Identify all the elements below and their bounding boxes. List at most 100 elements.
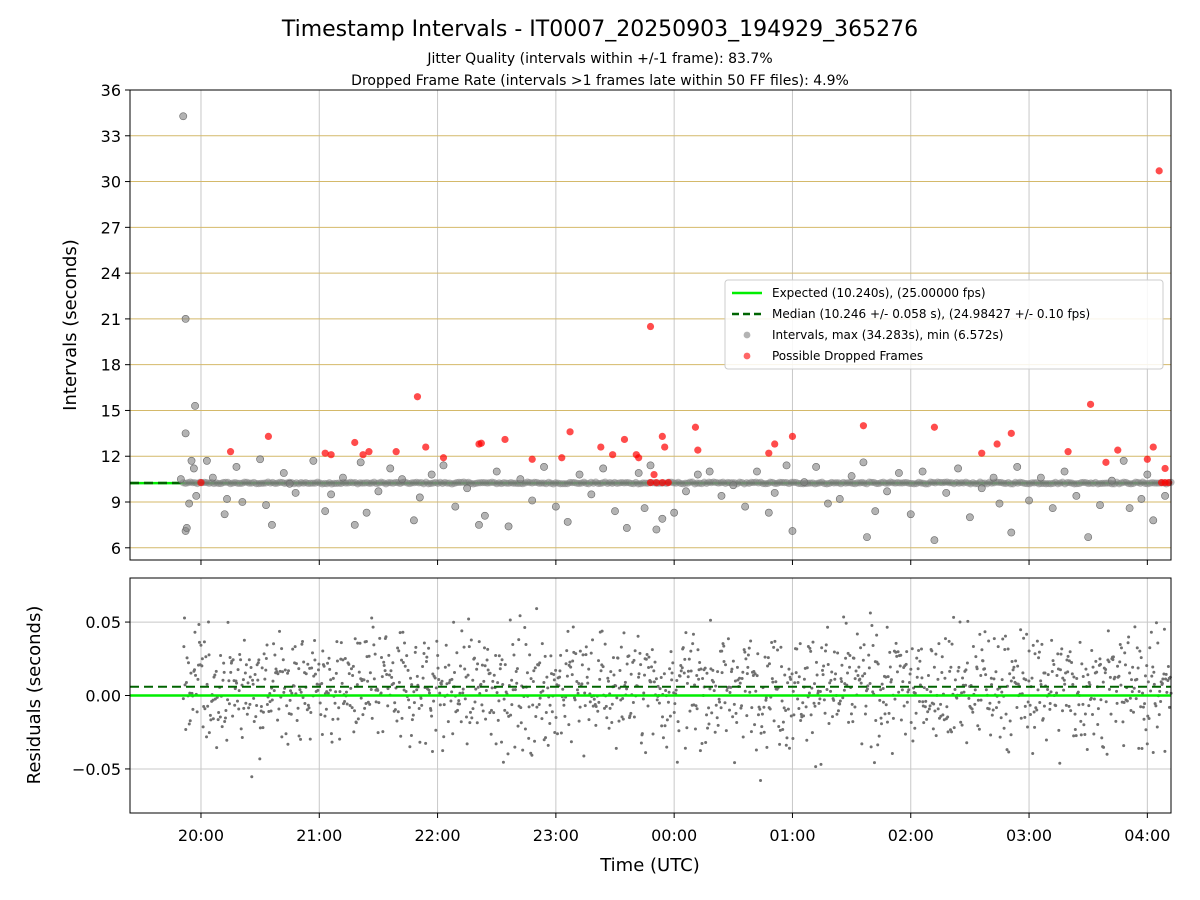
residual-point — [677, 729, 681, 733]
residual-point — [331, 717, 335, 721]
residual-point — [1060, 647, 1064, 651]
residual-point — [867, 666, 871, 670]
residual-point — [431, 672, 435, 676]
residual-point — [330, 740, 334, 744]
residual-point — [185, 656, 189, 660]
residual-point — [970, 707, 974, 711]
residual-point — [952, 726, 956, 730]
residual-point — [1028, 713, 1032, 717]
residual-point — [1084, 667, 1088, 671]
residual-point — [741, 735, 745, 739]
residual-point — [476, 685, 480, 689]
residual-point — [621, 697, 625, 701]
residual-point — [265, 643, 269, 647]
residual-point — [476, 662, 480, 666]
residual-point — [280, 735, 284, 739]
dropped-frame-point — [993, 440, 1001, 448]
dropped-frame-point — [1064, 448, 1072, 456]
residual-point — [202, 640, 206, 644]
dropped-frame-point — [1086, 400, 1095, 408]
residual-point — [1142, 717, 1146, 721]
residual-point — [486, 668, 490, 672]
residual-point — [1082, 723, 1086, 727]
residual-point — [799, 719, 803, 723]
residual-point — [334, 671, 338, 675]
residual-point — [1055, 673, 1059, 677]
residual-point — [1024, 678, 1028, 682]
residual-point — [718, 700, 722, 704]
residual-point — [772, 719, 776, 723]
residual-point — [216, 718, 220, 722]
residual-point — [1129, 709, 1133, 713]
residual-point — [990, 713, 994, 717]
residual-point — [717, 697, 721, 701]
residual-point — [410, 683, 414, 687]
dropped-frame-point — [1114, 446, 1122, 454]
residual-point — [304, 672, 308, 676]
residual-point — [313, 672, 317, 676]
residual-point — [316, 668, 320, 672]
residual-point — [958, 620, 962, 624]
residual-point — [1157, 713, 1161, 717]
residual-point — [202, 705, 206, 709]
residual-point — [395, 719, 399, 723]
residual-point — [766, 656, 770, 660]
residual-point — [662, 672, 666, 676]
residual-point — [1166, 664, 1170, 668]
residual-point — [337, 706, 341, 710]
interval-point — [824, 499, 832, 508]
residual-point — [1118, 642, 1122, 646]
residual-point — [489, 708, 493, 712]
residual-point — [256, 678, 260, 682]
residual-point — [542, 681, 546, 685]
residual-point — [934, 652, 938, 656]
residual-point — [440, 679, 444, 683]
residual-point — [285, 704, 289, 708]
residual-point — [638, 651, 642, 655]
residual-point — [875, 633, 879, 637]
residual-point — [625, 687, 629, 691]
residual-point — [1163, 749, 1167, 753]
residual-point — [797, 707, 801, 711]
residual-point — [1111, 655, 1115, 659]
residual-point — [1038, 701, 1042, 705]
interval-point — [1060, 467, 1069, 476]
residual-point — [244, 701, 248, 705]
residual-point — [567, 723, 571, 727]
residual-point — [559, 653, 563, 657]
residual-point — [933, 709, 937, 713]
residual-point — [413, 650, 417, 654]
residual-point — [231, 714, 235, 718]
residual-point — [714, 703, 718, 707]
residual-point — [488, 711, 492, 715]
residual-point — [848, 654, 852, 658]
residual-point — [211, 698, 215, 702]
residual-point — [957, 665, 961, 669]
interval-point — [658, 514, 667, 523]
interval-point — [232, 463, 241, 471]
residual-point — [554, 668, 558, 672]
residual-point — [524, 642, 528, 646]
residual-point — [602, 706, 606, 710]
residual-point — [430, 749, 434, 753]
interval-point — [977, 484, 986, 493]
residual-point — [354, 721, 358, 725]
residual-point — [1061, 709, 1065, 713]
residual-point — [366, 679, 370, 683]
residual-point — [183, 683, 187, 687]
residual-point — [651, 732, 655, 736]
residual-point — [345, 702, 349, 706]
residual-point — [660, 724, 664, 728]
residual-point — [858, 677, 862, 681]
interval-point — [439, 461, 448, 470]
residual-point — [691, 642, 695, 646]
residual-point — [450, 690, 454, 694]
residual-point — [347, 672, 351, 676]
residual-point — [1154, 704, 1158, 708]
residual-point — [1061, 676, 1065, 680]
residual-point — [1057, 728, 1061, 732]
interval-point — [1096, 501, 1104, 509]
residual-point — [293, 645, 297, 649]
residual-point — [925, 687, 929, 691]
residual-point — [317, 662, 321, 666]
